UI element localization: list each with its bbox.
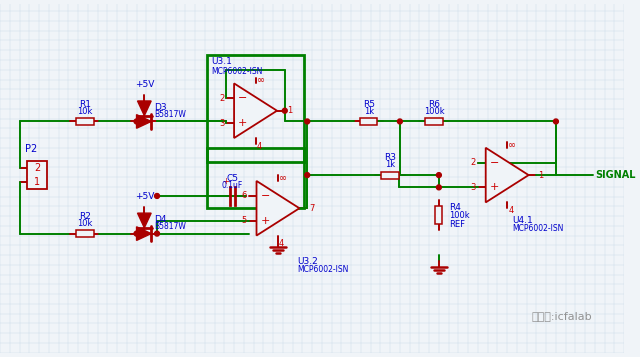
Text: 10k: 10k: [77, 107, 93, 116]
Text: R4: R4: [449, 203, 461, 212]
Text: 1k: 1k: [364, 107, 374, 116]
Polygon shape: [486, 148, 529, 202]
Text: 2: 2: [219, 94, 225, 103]
Circle shape: [282, 108, 287, 113]
Text: MCP6002-ISN: MCP6002-ISN: [512, 224, 563, 233]
Text: +: +: [222, 177, 229, 186]
Text: D4: D4: [154, 215, 166, 224]
Text: 3: 3: [470, 183, 476, 192]
Text: ∞: ∞: [279, 173, 287, 183]
Circle shape: [155, 231, 159, 236]
Text: 7: 7: [309, 204, 314, 213]
Text: R1: R1: [79, 100, 91, 109]
Text: MCP6002-ISN: MCP6002-ISN: [298, 265, 349, 274]
Text: 3: 3: [219, 119, 225, 127]
Text: −: −: [238, 94, 247, 104]
Text: 1: 1: [34, 177, 40, 187]
Text: +5V: +5V: [134, 80, 154, 89]
Text: MCP6002-ISN: MCP6002-ISN: [212, 67, 263, 76]
Text: 100k: 100k: [449, 211, 469, 220]
Text: 6: 6: [241, 191, 247, 201]
Text: +: +: [260, 216, 270, 226]
Bar: [76, 230, 93, 237]
Text: 100k: 100k: [424, 107, 444, 116]
Text: 4: 4: [279, 240, 284, 248]
Text: 5: 5: [241, 216, 247, 225]
Text: B5817W: B5817W: [154, 222, 186, 231]
Text: +: +: [238, 118, 247, 128]
Text: D3: D3: [154, 103, 167, 112]
Text: SIGNAL: SIGNAL: [595, 170, 636, 180]
Bar: [360, 118, 378, 125]
Circle shape: [436, 173, 442, 177]
Text: R5: R5: [363, 100, 374, 109]
Text: −: −: [490, 158, 499, 168]
Text: ∞: ∞: [508, 140, 516, 150]
Circle shape: [134, 119, 139, 124]
Text: +5V: +5V: [134, 192, 154, 201]
Text: REF: REF: [449, 220, 465, 229]
Bar: [435, 206, 442, 224]
Text: ∞: ∞: [257, 75, 264, 85]
Text: −: −: [260, 191, 270, 201]
Bar: [28, 161, 47, 189]
Polygon shape: [136, 227, 151, 240]
Text: 1k: 1k: [385, 160, 395, 169]
Circle shape: [397, 119, 403, 124]
Circle shape: [134, 231, 139, 236]
Text: 4: 4: [257, 142, 262, 151]
Text: 2: 2: [34, 163, 40, 173]
Circle shape: [305, 119, 310, 124]
Text: 1: 1: [287, 106, 292, 115]
Text: P2: P2: [26, 144, 38, 154]
Text: U3.1: U3.1: [212, 57, 232, 66]
Text: B5817W: B5817W: [154, 110, 186, 119]
Circle shape: [155, 193, 159, 198]
Circle shape: [305, 173, 310, 177]
Text: 1: 1: [538, 171, 543, 180]
Text: 0.1uF: 0.1uF: [221, 181, 243, 190]
Text: +: +: [490, 182, 499, 192]
Text: 4: 4: [508, 206, 513, 215]
Bar: [381, 172, 399, 178]
Polygon shape: [138, 213, 151, 228]
Polygon shape: [136, 115, 151, 128]
Bar: [76, 118, 93, 125]
Text: 10k: 10k: [77, 219, 93, 228]
Text: R3: R3: [384, 154, 396, 162]
Text: C5: C5: [226, 174, 238, 183]
Text: 2: 2: [470, 158, 476, 167]
Polygon shape: [257, 181, 300, 236]
Text: R6: R6: [428, 100, 440, 109]
Polygon shape: [138, 101, 151, 116]
Bar: [207, 55, 304, 162]
Bar: [425, 118, 443, 125]
Text: U3.2: U3.2: [298, 257, 318, 266]
Text: U4.1: U4.1: [512, 216, 532, 225]
Polygon shape: [234, 84, 277, 138]
Text: R2: R2: [79, 212, 91, 221]
Bar: [207, 148, 304, 208]
Circle shape: [554, 119, 558, 124]
Circle shape: [436, 185, 442, 190]
Text: 微信号:icfalab: 微信号:icfalab: [532, 311, 592, 321]
